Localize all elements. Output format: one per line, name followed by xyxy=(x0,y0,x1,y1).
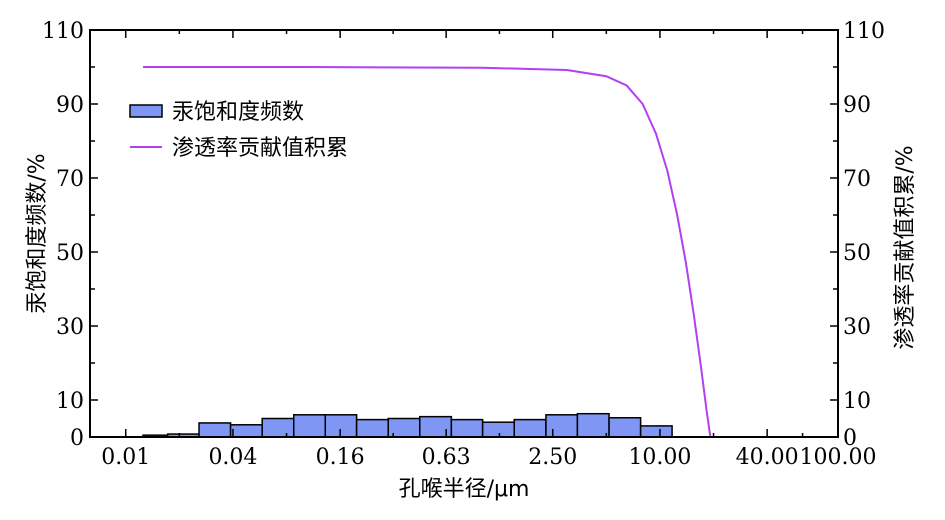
y-axis-left-title: 汞饱和度频数/% xyxy=(25,153,50,313)
x-tick-label: 100.00 xyxy=(800,445,877,470)
legend-bar-swatch xyxy=(129,104,163,118)
x-tick-label: 0.04 xyxy=(208,445,257,470)
x-tick-label: 2.50 xyxy=(528,445,577,470)
histogram-bar xyxy=(324,414,358,438)
y-right-tick-label: 10 xyxy=(843,389,871,414)
y-left-tick-label: 70 xyxy=(56,167,84,192)
histogram-bar xyxy=(229,424,263,438)
histogram-bar xyxy=(261,417,295,438)
legend-bar-label: 汞饱和度频数 xyxy=(172,100,304,125)
histogram-bar xyxy=(481,421,515,438)
histogram-bar xyxy=(292,414,327,438)
histogram-bar xyxy=(450,418,484,438)
y-left-tick-label: 90 xyxy=(56,93,84,118)
y-right-tick-label: 0 xyxy=(843,426,857,451)
y-axis-right-title: 渗透率贡献值积累/% xyxy=(893,145,918,349)
x-tick-label: 10.00 xyxy=(628,445,691,470)
histogram-bar xyxy=(355,418,389,438)
y-left-tick-label: 10 xyxy=(56,389,84,414)
plot-frame xyxy=(89,29,839,438)
histogram-bar xyxy=(513,418,547,438)
histogram-bar xyxy=(198,422,232,438)
y-left-tick-label: 50 xyxy=(56,241,84,266)
axis-ticks xyxy=(90,29,839,438)
y-left-tick-label: 110 xyxy=(42,19,84,44)
x-tick-label: 0.63 xyxy=(422,445,471,470)
histogram-bars xyxy=(142,412,673,438)
y-right-tick-label: 50 xyxy=(843,241,871,266)
y-left-tick-label: 30 xyxy=(56,315,84,340)
histogram-bar xyxy=(608,417,642,438)
axis-tick-labels: 0.01 0.04 0.16 0.63 2.50 10.00 40.00 100.000103… xyxy=(42,19,885,470)
x-tick-label: 0.16 xyxy=(316,445,365,470)
y-right-tick-label: 30 xyxy=(843,315,871,340)
y-right-tick-label: 110 xyxy=(843,19,885,44)
cumulative-line xyxy=(142,66,712,438)
y-right-tick-label: 90 xyxy=(843,93,871,118)
x-tick-label: 40.00 xyxy=(736,445,799,470)
x-axis-title: 孔喉半径/μm xyxy=(399,477,530,502)
legend: 汞饱和度频数 渗透率贡献值积累 xyxy=(129,100,348,161)
histogram-bar xyxy=(639,425,673,438)
y-right-tick-label: 70 xyxy=(843,167,871,192)
histogram-bar xyxy=(576,412,610,438)
x-tick-label: 0.01 xyxy=(101,445,150,470)
histogram-bar xyxy=(545,414,579,438)
legend-line-label: 渗透率贡献值积累 xyxy=(172,136,348,161)
y-left-tick-label: 0 xyxy=(70,426,84,451)
